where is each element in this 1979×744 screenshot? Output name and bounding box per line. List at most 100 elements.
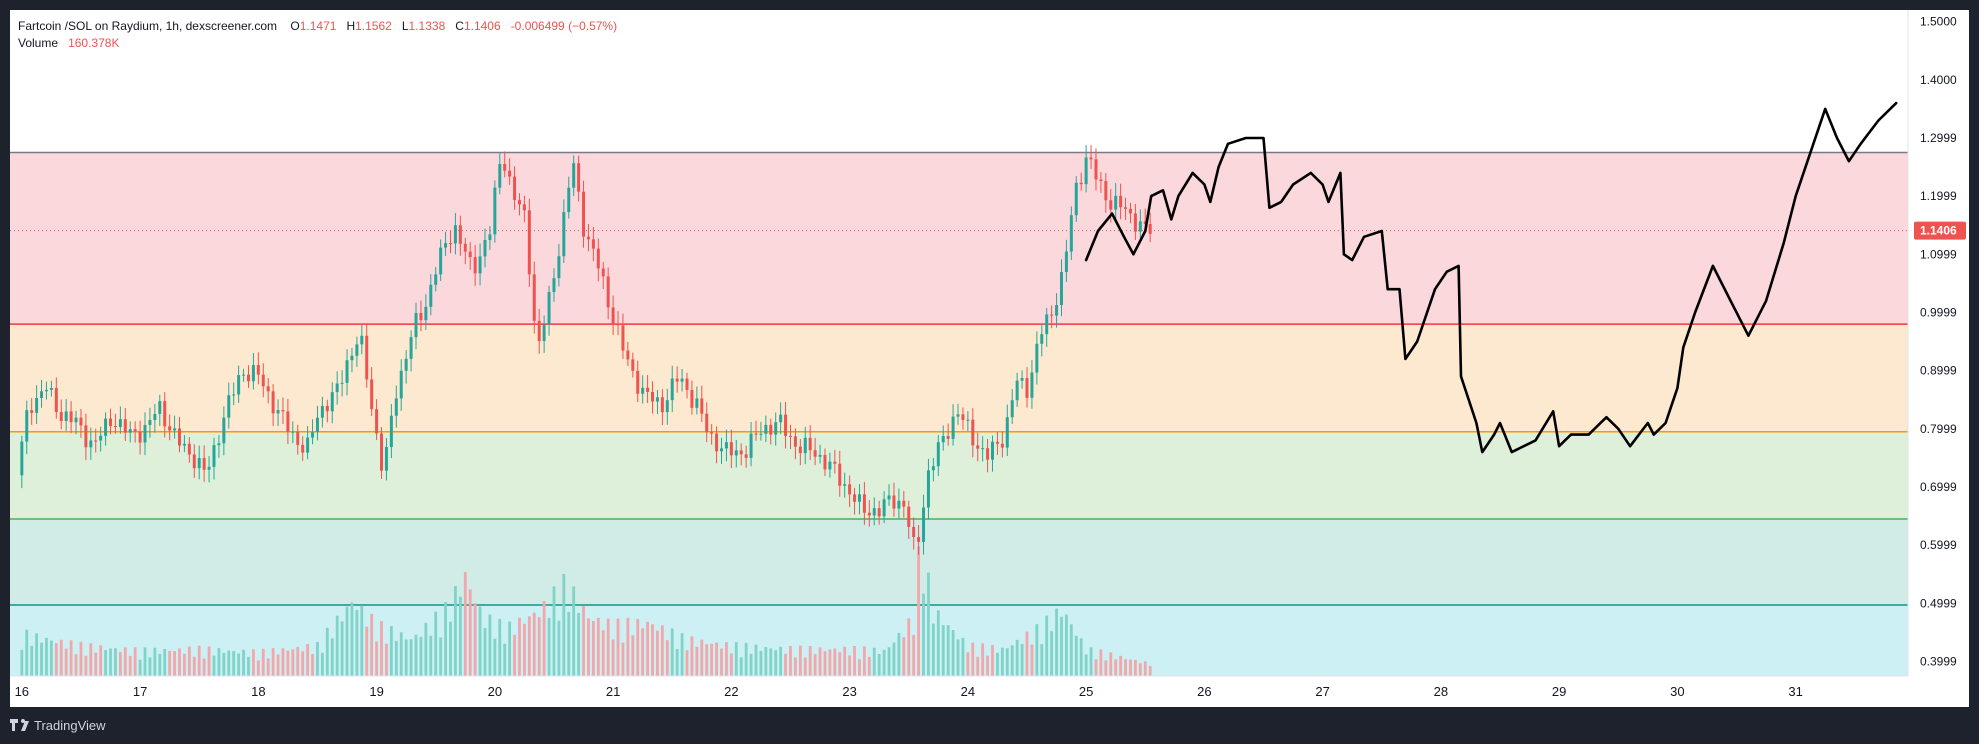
candle-body[interactable] [202, 458, 206, 470]
candle-body[interactable] [513, 176, 517, 201]
candle-body[interactable] [370, 379, 374, 410]
candle-body[interactable] [118, 419, 122, 428]
candle-body[interactable] [296, 431, 300, 445]
candle-body[interactable] [419, 313, 423, 321]
candle-body[interactable] [242, 374, 246, 376]
candle-body[interactable] [429, 284, 433, 307]
candle-body[interactable] [256, 365, 260, 375]
candle-body[interactable] [808, 437, 812, 451]
candle-body[interactable] [917, 537, 921, 542]
candle-body[interactable] [266, 386, 270, 392]
candle-body[interactable] [380, 433, 384, 471]
candle-body[interactable] [931, 466, 935, 471]
candle-body[interactable] [1074, 182, 1078, 216]
candle-body[interactable] [729, 442, 733, 456]
candle-body[interactable] [724, 442, 728, 449]
candle-body[interactable] [384, 447, 388, 471]
candle-body[interactable] [40, 391, 44, 399]
candle-body[interactable] [483, 239, 487, 257]
candle-body[interactable] [375, 409, 379, 434]
candle-body[interactable] [89, 440, 93, 448]
candle-body[interactable] [271, 391, 275, 414]
candle-body[interactable] [444, 243, 448, 248]
candle-body[interactable] [340, 382, 344, 384]
candle-body[interactable] [345, 360, 349, 383]
chart-panel[interactable]: 1.5000 1.4000 1.2999 1.1999 1.0999 0.9999 0.89… [10, 10, 1969, 707]
candle-body[interactable] [872, 508, 876, 516]
candle-body[interactable] [665, 400, 669, 413]
candle-body[interactable] [843, 484, 847, 486]
candle-body[interactable] [527, 210, 531, 275]
candle-body[interactable] [547, 291, 551, 325]
candle-body[interactable] [1015, 380, 1019, 401]
candle-body[interactable] [306, 437, 310, 453]
candle-body[interactable] [793, 436, 797, 447]
candle-body[interactable] [453, 225, 457, 244]
candle-body[interactable] [355, 344, 359, 356]
candle-body[interactable] [926, 470, 930, 508]
price-chart[interactable]: 1.5000 1.4000 1.2999 1.1999 1.0999 0.9999 0.89… [10, 10, 1969, 707]
candle-body[interactable] [1064, 251, 1068, 273]
candle-body[interactable] [84, 425, 88, 448]
candle-body[interactable] [1005, 417, 1009, 448]
candle-body[interactable] [281, 410, 285, 412]
candle-body[interactable] [882, 499, 886, 517]
candle-body[interactable] [517, 200, 521, 205]
candle-body[interactable] [813, 450, 817, 457]
candle-body[interactable] [902, 500, 906, 507]
candle-body[interactable] [1045, 314, 1049, 335]
candle-body[interactable] [35, 398, 39, 413]
candle-body[interactable] [582, 191, 586, 237]
candle-body[interactable] [695, 398, 699, 408]
candle-body[interactable] [128, 429, 132, 433]
candle-body[interactable] [286, 411, 290, 433]
candle-body[interactable] [1010, 400, 1014, 418]
candle-body[interactable] [986, 448, 990, 460]
candle-body[interactable] [976, 445, 980, 449]
candle-body[interactable] [616, 323, 620, 326]
candle-body[interactable] [1128, 208, 1132, 214]
candle-body[interactable] [1119, 195, 1123, 208]
candle-body[interactable] [1094, 159, 1098, 180]
candle-body[interactable] [478, 256, 482, 274]
candle-body[interactable] [1035, 343, 1039, 373]
candle-body[interactable] [572, 163, 576, 188]
candle-body[interactable] [503, 163, 507, 171]
candle-body[interactable] [749, 433, 753, 458]
candle-body[interactable] [700, 398, 704, 414]
candle-body[interactable] [109, 418, 113, 427]
candle-body[interactable] [946, 436, 950, 439]
time-axis[interactable] [10, 676, 1969, 707]
candle-body[interactable] [1148, 224, 1152, 234]
candle-body[interactable] [227, 395, 231, 418]
candle-body[interactable] [44, 389, 48, 392]
candle-body[interactable] [1133, 213, 1137, 232]
candle-body[interactable] [956, 414, 960, 417]
candle-body[interactable] [680, 378, 684, 382]
candle-body[interactable] [532, 274, 536, 321]
candle-body[interactable] [552, 278, 556, 292]
candle-body[interactable] [710, 432, 714, 434]
candle-body[interactable] [498, 163, 502, 188]
candle-body[interactable] [320, 405, 324, 418]
candle-body[interactable] [394, 398, 398, 416]
candle-body[interactable] [1025, 377, 1029, 398]
candle-body[interactable] [158, 401, 162, 414]
candle-body[interactable] [1079, 182, 1083, 185]
candle-body[interactable] [350, 355, 354, 361]
candle-body[interactable] [1055, 304, 1059, 316]
candle-body[interactable] [414, 313, 418, 338]
candle-body[interactable] [636, 370, 640, 394]
candle-body[interactable] [315, 417, 319, 433]
candle-body[interactable] [862, 494, 866, 513]
candle-body[interactable] [399, 370, 403, 399]
candle-body[interactable] [522, 204, 526, 211]
candle-body[interactable] [759, 433, 763, 435]
candle-body[interactable] [877, 508, 881, 517]
candle-body[interactable] [803, 437, 807, 454]
candle-body[interactable] [182, 443, 186, 446]
candle-body[interactable] [59, 412, 63, 421]
candle-body[interactable] [981, 448, 985, 450]
candle-body[interactable] [301, 444, 305, 453]
candle-body[interactable] [1069, 215, 1073, 252]
